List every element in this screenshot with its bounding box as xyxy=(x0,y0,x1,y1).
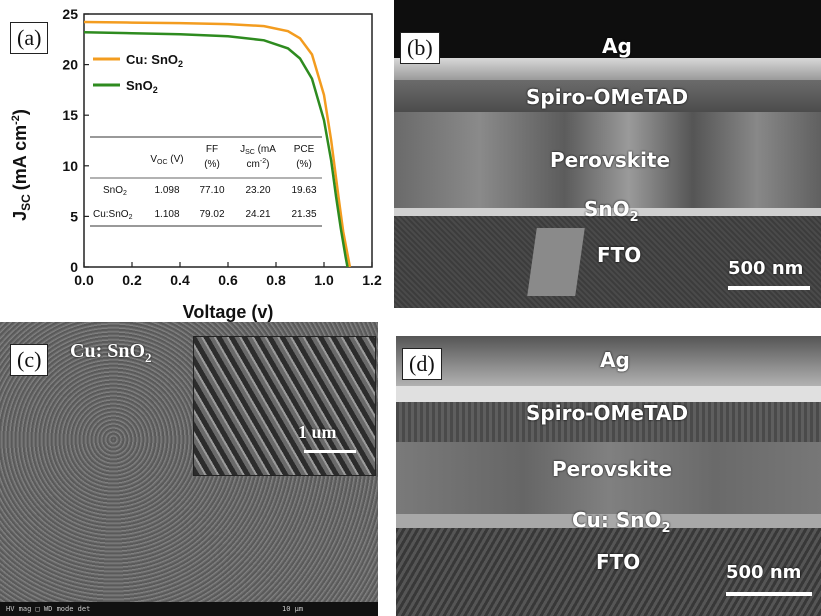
table-cell-ff: 79.02 xyxy=(199,209,224,220)
layer-label-ag: Ag xyxy=(600,348,630,372)
layer-label-spiro: Spiro-OMeTAD xyxy=(526,401,689,425)
layer-fto xyxy=(394,216,821,308)
x-tick-label: 0.6 xyxy=(218,272,238,288)
table-cell-ff: 77.10 xyxy=(199,185,224,196)
table-cell-jsc: 23.20 xyxy=(245,185,270,196)
y-tick-label: 5 xyxy=(70,208,78,224)
panel-d-sem-cross-section: (d) Ag Spiro-OMeTAD Perovskite Cu: SnO2 … xyxy=(396,336,821,616)
y-axis-label: JSC(mA cm-2) xyxy=(10,109,33,221)
panel-c-title: Cu: SnO2 xyxy=(70,340,152,365)
layer-perovskite xyxy=(396,442,821,514)
layer-spiro xyxy=(396,402,821,442)
layer-ag-edge xyxy=(394,58,821,80)
table-header-ff-unit: (%) xyxy=(204,159,220,170)
panel-c-sem-top-view: (c) Cu: SnO2 1 um HV mag □ WD mode det 1… xyxy=(0,322,378,616)
table-row-label-sno2: SnO2 xyxy=(103,185,127,197)
panel-a-jv-chart: 0 5 10 15 20 25 0.0 0.2 0.4 0.6 0.8 1.0 1.2 JSC(mA … xyxy=(0,0,385,330)
table-cell-voc: 1.108 xyxy=(154,209,179,220)
legend: Cu: SnO2 SnO2 xyxy=(93,52,183,95)
table-cell-pce: 19.63 xyxy=(291,185,316,196)
y-tick-label: 0 xyxy=(70,259,78,275)
layer-label-sno2: SnO2 xyxy=(584,197,639,225)
x-axis-label: Voltage (v) xyxy=(183,302,274,322)
jv-curves xyxy=(84,20,352,267)
inset-scale-label: 1 um xyxy=(298,422,337,442)
scale-bar-d xyxy=(726,592,812,596)
y-tick-label: 20 xyxy=(62,57,78,73)
layer-fto xyxy=(396,528,821,616)
panel-label-c: (c) xyxy=(10,344,49,376)
layer-perovskite xyxy=(394,112,821,210)
panel-label-a: (a) xyxy=(10,22,49,54)
pv-parameter-table: VOC (V) FF (%) JSC (mA cm-2) PCE (%) SnO… xyxy=(90,136,322,227)
x-axis-ticks: 0.0 0.2 0.4 0.6 0.8 1.0 1.2 xyxy=(74,262,382,288)
table-cell-jsc: 24.21 xyxy=(245,209,270,220)
table-row-label-cu-sno2: Cu:SnO2 xyxy=(93,209,133,221)
table-header-jsc: JSC (mA xyxy=(240,144,276,156)
x-tick-label: 0.2 xyxy=(122,272,142,288)
table-header-voc: VOC (V) xyxy=(150,154,183,166)
series-line-1 xyxy=(84,30,349,267)
layer-ag xyxy=(394,0,821,62)
y-tick-label: 15 xyxy=(62,107,78,123)
x-tick-label: 0.4 xyxy=(170,272,190,288)
series-line-0 xyxy=(84,20,352,267)
table-cell-voc: 1.098 xyxy=(154,185,179,196)
inset-image xyxy=(193,336,376,476)
jv-chart-svg: 0 5 10 15 20 25 0.0 0.2 0.4 0.6 0.8 1.0 1.2 JSC(mA … xyxy=(10,6,382,322)
plot-frame xyxy=(83,13,373,268)
legend-label-cu-sno2: Cu: SnO2 xyxy=(126,52,183,69)
layer-label-spiro: Spiro-OMeTAD xyxy=(526,85,689,109)
layer-label-fto: FTO xyxy=(596,550,641,574)
table-header-ff: FF xyxy=(206,144,218,155)
y-tick-label: 10 xyxy=(62,158,78,174)
layer-ag xyxy=(396,336,821,392)
inset-scale-bar xyxy=(304,450,356,453)
layer-sno2 xyxy=(394,208,821,216)
sem-footer-fields: HV mag □ WD mode det xyxy=(6,605,91,613)
sem-footer-scale: 10 µm xyxy=(282,605,304,613)
scale-label-b: 500 nm xyxy=(728,258,804,279)
layer-ag-edge xyxy=(396,386,821,402)
panel-b-sem-cross-section: (b) Ag Spiro-OMeTAD Perovskite SnO2 FTO … xyxy=(394,0,821,308)
x-tick-label: 1.0 xyxy=(314,272,334,288)
panel-label-d: (d) xyxy=(402,348,442,380)
y-axis-ticks: 0 5 10 15 20 25 xyxy=(62,6,89,275)
scale-label-d: 500 nm xyxy=(726,562,802,583)
x-tick-label: 1.2 xyxy=(362,272,382,288)
legend-label-sno2: SnO2 xyxy=(126,78,158,95)
table-header-pce: PCE xyxy=(294,144,315,155)
layer-label-ag: Ag xyxy=(602,34,632,58)
y-tick-label: 25 xyxy=(62,6,78,22)
layer-label-perovskite: Perovskite xyxy=(550,148,671,172)
table-header-pce-unit: (%) xyxy=(296,159,312,170)
x-tick-label: 0.0 xyxy=(74,272,94,288)
table-cell-pce: 21.35 xyxy=(291,209,316,220)
layer-label-fto: FTO xyxy=(597,243,642,267)
layer-label-perovskite: Perovskite xyxy=(552,457,673,481)
panel-label-b: (b) xyxy=(400,32,440,64)
sem-info-footer: HV mag □ WD mode det 10 µm xyxy=(0,602,378,616)
scale-bar-b xyxy=(728,286,810,290)
x-tick-label: 0.8 xyxy=(266,272,286,288)
layer-label-cu-sno2: Cu: SnO2 xyxy=(572,508,671,536)
fto-grain xyxy=(527,228,585,296)
table-header-jsc-unit: cm-2) xyxy=(247,158,270,170)
layer-spiro xyxy=(394,80,821,114)
layer-cu-sno2 xyxy=(396,514,821,528)
